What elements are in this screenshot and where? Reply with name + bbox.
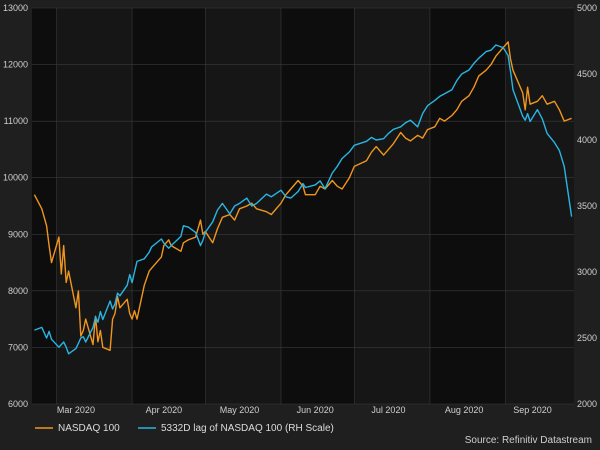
month-band [281,8,355,404]
x-tick-label: Apr 2020 [146,405,183,415]
right-tick-label: 4500 [577,69,597,79]
series-line-nasdaq [33,41,572,351]
right-tick-label: 3500 [577,201,597,211]
left-tick-label: 13000 [3,3,28,13]
x-tick-label: Aug 2020 [445,405,484,415]
grid-lines [32,7,574,405]
x-tick-label: Sep 2020 [513,405,552,415]
left-tick-label: 7000 [8,342,28,352]
right-tick-label: 4000 [577,135,597,145]
right-tick-label: 3000 [577,267,597,277]
left-tick-label: 12000 [3,60,28,70]
series-line-lag [34,44,573,355]
month-band [56,8,133,404]
legend: NASDAQ 100 5332D lag of NASDAQ 100 (RH S… [35,423,334,434]
month-band [32,8,57,404]
x-tick-label: May 2020 [220,405,260,415]
x-tick-label: Jul 2020 [371,405,405,415]
x-tick-label: Jun 2020 [297,405,334,415]
legend-label-nasdaq: NASDAQ 100 [58,423,120,434]
month-band [205,8,282,404]
left-tick-label: 11000 [4,116,28,126]
right-tick-label: 2500 [577,333,597,343]
left-tick-label: 6000 [8,399,28,409]
source-note: Source: Refinitiv Datastream [465,435,592,446]
right-tick-label: 2000 [577,399,597,409]
left-tick-label: 9000 [8,229,28,239]
series-lines [33,41,573,355]
right-axis: 2000 2500 3000 3500 4000 4500 5000 [577,3,597,409]
month-band [429,8,506,404]
legend-label-lag: 5332D lag of NASDAQ 100 (RH Scale) [161,423,334,434]
month-band [132,8,206,404]
month-band [505,8,574,404]
left-axis: 6000 7000 8000 9000 10000 11000 12000 13000 [3,3,28,409]
x-axis: Mar 2020 Apr 2020 May 2020 Jun 2020 Jul 2020… [57,405,552,415]
left-tick-label: 10000 [3,173,28,183]
month-band [354,8,430,404]
x-tick-label: Mar 2020 [57,405,95,415]
left-tick-label: 8000 [8,286,28,296]
month-bands [32,8,574,404]
right-tick-label: 5000 [577,3,597,13]
